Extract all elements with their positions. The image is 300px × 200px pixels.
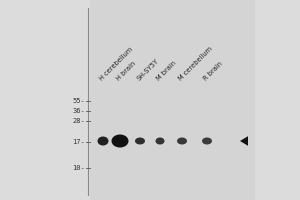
Bar xyxy=(255,0,300,200)
Bar xyxy=(90,0,255,85)
Bar xyxy=(90,85,255,195)
Bar xyxy=(0,0,90,200)
Text: H brain: H brain xyxy=(116,61,137,82)
Text: 10-: 10- xyxy=(72,165,85,171)
Ellipse shape xyxy=(155,138,164,144)
Text: SH-SY5Y: SH-SY5Y xyxy=(136,58,160,82)
Text: M cerebellum: M cerebellum xyxy=(178,46,214,82)
Text: 36-: 36- xyxy=(72,108,85,114)
Polygon shape xyxy=(240,136,248,146)
Ellipse shape xyxy=(112,134,128,148)
Text: 28-: 28- xyxy=(72,118,85,124)
Text: R brain: R brain xyxy=(203,61,224,82)
Ellipse shape xyxy=(135,138,145,144)
Text: H cerebellum: H cerebellum xyxy=(99,46,134,82)
Ellipse shape xyxy=(177,138,187,144)
Bar xyxy=(90,195,255,200)
Text: 55-: 55- xyxy=(72,98,85,104)
Ellipse shape xyxy=(202,138,212,144)
Ellipse shape xyxy=(98,136,109,146)
Text: M brain: M brain xyxy=(156,60,178,82)
Text: 17-: 17- xyxy=(72,139,85,145)
